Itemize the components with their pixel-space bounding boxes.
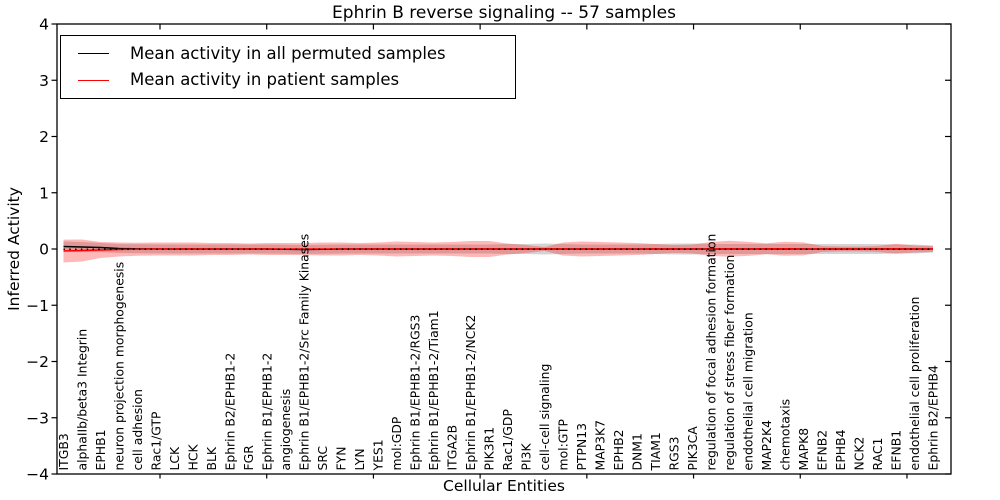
x-entity-label: RAC1 [870,438,885,471]
x-entity-label: neuron projection morphogenesis [111,262,126,471]
legend-line-permuted [78,53,109,55]
x-entity-label: Ephrin B1/EPHB1-2/RGS3 [407,315,422,471]
y-tick-label: −2 [26,353,49,371]
x-entity-label: FYN [333,447,348,471]
x-entity-label: regulation of focal adhesion formation [703,234,718,471]
x-entity-label: DNM1 [629,433,644,470]
x-entity-label: MAP3K7 [592,420,607,471]
x-entity-label: EFNB2 [814,430,829,471]
x-entity-label: ITGA2B [444,425,459,471]
x-entity-label: Ephrin B1/EPHB1-2 [259,353,274,471]
x-entity-label: mol:GTP [555,419,570,471]
y-tick-label: −3 [26,409,49,427]
y-tick-label: 1 [39,184,49,202]
x-entity-label: Ephrin B1/EPHB1-2/NCK2 [463,315,478,471]
permuted-std-band [63,241,933,255]
x-entity-label: LCK [167,446,182,471]
legend-label-patient: Mean activity in patient samples [130,69,400,89]
y-tick-label: −4 [26,466,49,484]
x-entity-label: HCK [185,444,200,471]
x-entity-label: Ephrin B1/EPHB1-2/Tiam1 [426,310,441,470]
x-entity-label: cell-cell signaling [537,364,552,471]
x-entity-label: Ephrin B1/EPHB1-2/Src Family Kinases [296,234,311,471]
x-entity-label: alphaIIb/beta3 Integrin [74,329,89,471]
x-entity-label: Rac1/GDP [500,409,515,471]
x-entity-label: RGS3 [666,437,681,471]
x-entity-label: endothelial cell migration [740,312,755,470]
x-entity-label: chemotaxis [777,399,792,471]
x-entity-label: EFNB1 [888,430,903,471]
x-entity-label: MAPK8 [796,428,811,471]
x-entity-label: PI3K [518,442,533,470]
x-entity-label: cell adhesion [130,389,145,471]
y-tick-label: −1 [26,297,49,315]
x-entity-label: TIAM1 [648,432,663,471]
legend-label-permuted: Mean activity in all permuted samples [130,43,446,63]
patient-mean-line [63,247,933,252]
x-entity-label: Ephrin B2/EPHB4 [925,365,940,471]
y-axis-label: Inferred Activity [5,187,23,311]
x-entity-label: endothelial cell proliferation [907,297,922,471]
x-entity-label: NCK2 [851,437,866,471]
x-entity-label: SRC [315,446,330,471]
y-tick-label: 0 [39,241,49,259]
chart-title: Ephrin B reverse signaling -- 57 samples [332,3,676,23]
y-tick-label: 2 [39,128,49,146]
x-entity-label: angiogenesis [278,389,293,471]
x-entity-label: YES1 [370,439,385,471]
y-tick-label: 4 [39,16,49,34]
x-entity-label: PIK3CA [685,426,700,471]
x-entity-label: Ephrin B2/EPHB1-2 [222,353,237,471]
x-entity-label: Rac1/GTP [148,411,163,471]
x-entity-label: MAP2K4 [759,420,774,471]
x-entity-label: BLK [204,446,219,470]
x-entity-label: EPHB4 [833,429,848,470]
x-entity-label: LYN [352,448,367,470]
x-entity-label: PIK3R1 [481,427,496,471]
legend: Mean activity in all permuted samples Me… [60,35,516,99]
x-entity-label: mol:GDP [389,416,404,470]
x-entity-label: FGR [241,445,256,471]
patient-std-band [63,239,933,263]
legend-item: Mean activity in patient samples [61,69,515,89]
x-entity-label: EPHB1 [93,429,108,470]
legend-item: Mean activity in all permuted samples [61,43,515,63]
legend-line-patient [78,79,109,81]
x-axis-label: Cellular Entities [443,477,565,495]
x-entity-label: PTPN13 [574,423,589,471]
x-entity-label: EPHB2 [611,429,626,470]
y-tick-label: 3 [39,72,49,90]
x-entity-label: regulation of stress fiber formation [722,255,737,471]
x-entity-label: ITGB3 [56,433,71,470]
